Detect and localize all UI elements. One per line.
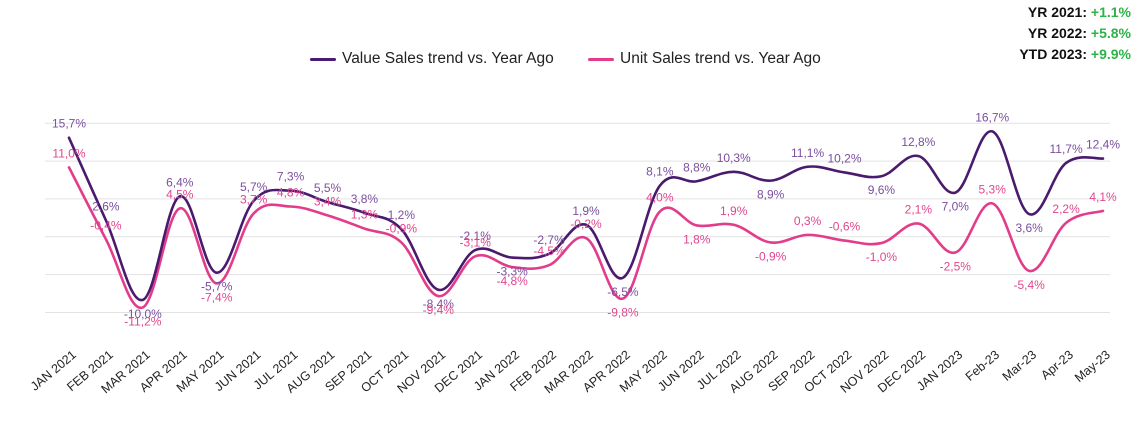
data-label-value-sales: -5,7% bbox=[201, 280, 233, 294]
series-line-unit-sales bbox=[67, 166, 1105, 309]
data-label-unit-sales: -0,9% bbox=[386, 221, 418, 235]
summary-row-2021: YR 2021: +1.1% bbox=[1019, 2, 1131, 23]
summary-value: +1.1% bbox=[1090, 4, 1131, 20]
data-label-value-sales: -10,0% bbox=[124, 307, 162, 321]
data-label-value-sales: -2,7% bbox=[533, 233, 565, 247]
data-label-unit-sales: 2,2% bbox=[1052, 202, 1080, 216]
summary-label: YTD 2023: bbox=[1019, 46, 1088, 62]
data-label-unit-sales: -7,4% bbox=[201, 290, 233, 304]
x-tick-label: Feb-23 bbox=[963, 348, 1002, 384]
data-label-unit-sales: -2,5% bbox=[940, 260, 972, 274]
gridlines bbox=[45, 122, 1110, 313]
summary-row-2022: YR 2022: +5.8% bbox=[1019, 23, 1131, 44]
data-label-unit-sales: 1,3% bbox=[351, 208, 379, 222]
data-label-unit-sales: 3,7% bbox=[240, 192, 268, 206]
data-label-unit-sales: -3,1% bbox=[460, 235, 492, 249]
data-label-unit-sales: 1,9% bbox=[720, 204, 748, 218]
data-label-value-sales: 3,8% bbox=[351, 192, 379, 206]
data-label-value-sales: 12,4% bbox=[1086, 138, 1120, 152]
data-label-unit-sales: -1,0% bbox=[866, 250, 898, 264]
data-label-unit-sales: 5,3% bbox=[979, 182, 1007, 196]
data-label-value-sales: 15,7% bbox=[52, 117, 86, 131]
summary-row-ytd-2023: YTD 2023: +9.9% bbox=[1019, 44, 1131, 65]
x-tick-label: Apr-23 bbox=[1038, 348, 1076, 383]
summary-label: YR 2021: bbox=[1027, 4, 1088, 20]
data-labels: 15,7% 2,6% -10,0% 6,4% -5,7% 5,7% 7,3% 5,5% 3,8%… bbox=[52, 110, 1120, 328]
data-label-unit-sales: -0,6% bbox=[829, 220, 861, 234]
data-label-value-sales: 1,2% bbox=[388, 208, 416, 222]
data-label-unit-sales: -0,2% bbox=[570, 217, 602, 231]
summary-value: +9.9% bbox=[1090, 46, 1131, 62]
legend-item-unit-sales: Unit Sales trend vs. Year Ago bbox=[588, 50, 821, 68]
data-label-value-sales: 8,9% bbox=[757, 188, 785, 202]
data-label-value-sales: 10,2% bbox=[827, 151, 861, 165]
x-tick-label: May-23 bbox=[1072, 348, 1113, 386]
chart-legend: Value Sales trend vs. Year Ago Unit Sale… bbox=[0, 50, 1137, 74]
data-label-unit-sales: -4,8% bbox=[496, 274, 528, 288]
data-label-value-sales: -8,4% bbox=[423, 297, 455, 311]
legend-label-value-sales: Value Sales trend vs. Year Ago bbox=[342, 50, 554, 67]
data-label-value-sales: 5,7% bbox=[240, 180, 268, 194]
data-label-unit-sales: 4,0% bbox=[646, 191, 674, 205]
data-label-unit-sales: 4,5% bbox=[166, 187, 194, 201]
data-label-value-sales: 11,7% bbox=[1050, 142, 1083, 156]
data-label-value-sales: -3,3% bbox=[496, 265, 528, 279]
data-label-unit-sales: 1,8% bbox=[683, 232, 711, 246]
data-label-unit-sales: -5,4% bbox=[1013, 278, 1045, 292]
summary-value: +5.8% bbox=[1090, 25, 1131, 41]
data-label-value-sales: 11,1% bbox=[791, 146, 824, 160]
data-label-unit-sales: 0,3% bbox=[794, 214, 822, 228]
legend-swatch-unit-sales bbox=[588, 57, 614, 61]
data-label-value-sales: 3,6% bbox=[1015, 221, 1043, 235]
yearly-summary: YR 2021: +1.1% YR 2022: +5.8% YTD 2023: … bbox=[1019, 2, 1131, 65]
series-lines bbox=[67, 130, 1105, 309]
data-label-unit-sales: 11,0% bbox=[52, 146, 85, 160]
legend-swatch-value-sales bbox=[310, 57, 336, 61]
data-label-value-sales: 10,3% bbox=[717, 151, 751, 165]
data-label-unit-sales: -9,4% bbox=[423, 303, 455, 317]
summary-label: YR 2022: bbox=[1027, 25, 1088, 41]
data-label-value-sales: 2,6% bbox=[92, 199, 120, 213]
data-label-unit-sales: 4,1% bbox=[1089, 190, 1117, 204]
data-label-value-sales: 7,0% bbox=[942, 200, 970, 214]
data-label-value-sales: 5,5% bbox=[314, 181, 342, 195]
legend-label-unit-sales: Unit Sales trend vs. Year Ago bbox=[620, 50, 821, 67]
data-label-unit-sales: 2,1% bbox=[905, 203, 933, 217]
data-label-value-sales: 6,4% bbox=[166, 175, 194, 189]
x-tick-label: Mar-23 bbox=[1000, 348, 1039, 384]
data-label-value-sales: 12,8% bbox=[901, 135, 935, 149]
data-label-value-sales: -2,1% bbox=[460, 229, 492, 243]
legend-item-value-sales: Value Sales trend vs. Year Ago bbox=[310, 50, 554, 68]
data-label-value-sales: 8,8% bbox=[683, 160, 711, 174]
data-label-unit-sales: -9,8% bbox=[607, 306, 639, 320]
data-label-unit-sales: -0,9% bbox=[755, 249, 787, 263]
data-label-value-sales: -6,5% bbox=[607, 285, 639, 299]
data-label-value-sales: 8,1% bbox=[646, 165, 674, 179]
data-label-unit-sales: -4,5% bbox=[533, 244, 565, 258]
data-label-value-sales: 1,9% bbox=[572, 204, 600, 218]
data-label-value-sales: 9,6% bbox=[868, 183, 896, 197]
data-label-unit-sales: -0,4% bbox=[90, 218, 122, 232]
data-label-unit-sales: 3,4% bbox=[314, 194, 342, 208]
series-line-value-sales bbox=[67, 130, 1105, 302]
data-label-value-sales: 16,7% bbox=[975, 110, 1009, 124]
data-label-unit-sales: -11,2% bbox=[124, 314, 161, 328]
data-label-unit-sales: 4,8% bbox=[277, 185, 305, 199]
data-label-value-sales: 7,3% bbox=[277, 170, 305, 184]
